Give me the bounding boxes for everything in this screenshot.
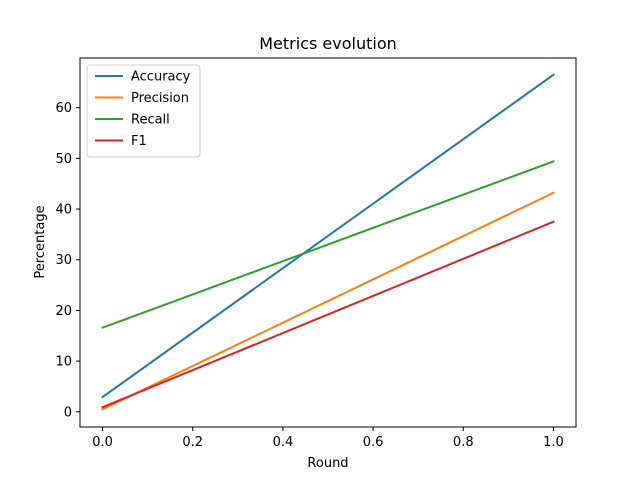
- x-axis-ticks: 0.0 0.2 0.4 0.6 0.8 1.0: [92, 427, 564, 450]
- x-tick-label: 0.8: [453, 435, 474, 450]
- plot-area-frame: [79, 57, 577, 428]
- series-line-precision: [101, 191, 555, 411]
- y-tick-label: 0: [64, 405, 72, 420]
- series-line-accuracy: [101, 73, 555, 399]
- y-tick-label: 30: [55, 253, 72, 268]
- legend-box: [86, 64, 201, 158]
- y-tick-label: 50: [55, 152, 72, 167]
- x-tick-label: 0.6: [363, 435, 384, 450]
- x-tick-label: 0.2: [182, 435, 203, 450]
- y-tick-label: 60: [55, 101, 72, 116]
- series-line-f1: [101, 220, 555, 409]
- y-axis-ticks: 0 10 20 30 40 50 60: [55, 101, 80, 420]
- x-tick-label: 0.4: [273, 435, 294, 450]
- x-tick-label: 1.0: [543, 435, 564, 450]
- y-tick-label: 20: [55, 304, 72, 319]
- legend: Accuracy Precision Recall F1: [86, 64, 201, 158]
- series-lines: [101, 73, 555, 411]
- y-tick-label: 40: [55, 203, 72, 218]
- x-axis-label: Round: [307, 456, 348, 471]
- x-tick-label: 0.0: [92, 435, 113, 450]
- legend-label: F1: [131, 134, 147, 149]
- legend-label: Precision: [131, 91, 189, 106]
- series-line-recall: [101, 160, 555, 329]
- legend-label: Accuracy: [131, 70, 191, 85]
- chart-title: Metrics evolution: [259, 34, 397, 53]
- y-tick-label: 10: [55, 355, 72, 370]
- y-axis-label: Percentage: [33, 205, 48, 278]
- legend-label: Recall: [131, 113, 170, 128]
